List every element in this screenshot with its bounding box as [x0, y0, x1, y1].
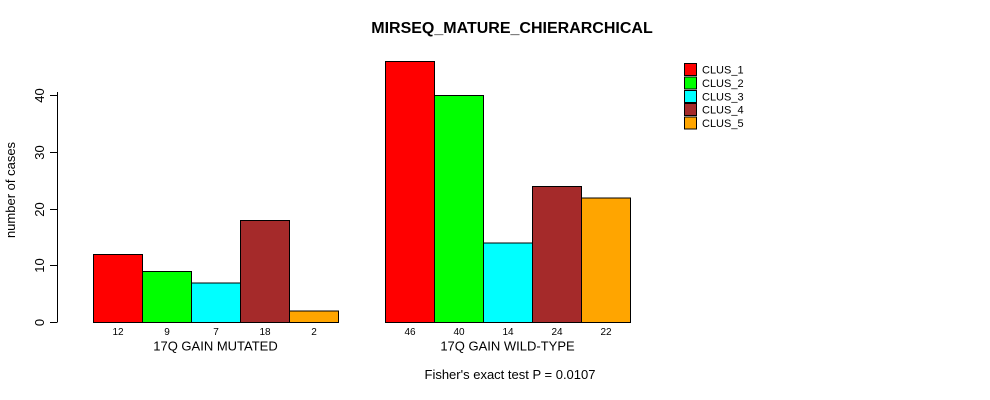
x-axis-group-label-mutated: 17Q GAIN MUTATED: [153, 339, 277, 354]
bar-clus_4: [240, 219, 290, 323]
y-axis-tick-label: 20: [32, 202, 47, 216]
legend-label: CLUS_4: [702, 105, 744, 117]
bar-clus_5: [581, 197, 631, 323]
bar-value-label: 7: [213, 327, 219, 338]
bar-value-label: 24: [551, 327, 563, 338]
fisher-test-annotation: Fisher's exact test P = 0.0107: [425, 367, 596, 382]
bar-clus_1: [385, 61, 435, 324]
y-axis-tick-label: 10: [32, 258, 47, 272]
bar-value-label: 18: [259, 327, 271, 338]
bar-value-label: 22: [600, 327, 612, 338]
y-axis-tick-label: 0: [32, 319, 47, 326]
bar-value-label: 14: [502, 327, 514, 338]
y-axis-tick-label: 40: [32, 88, 47, 102]
bar-clus_5: [289, 310, 339, 324]
bar-value-label: 12: [112, 327, 124, 338]
bar-clus_2: [142, 270, 192, 323]
bar-clus_4: [532, 185, 582, 323]
legend-swatch-clus_5: [684, 116, 697, 130]
legend-swatch-clus_3: [684, 89, 697, 103]
legend-swatch-clus_1: [684, 63, 697, 76]
bar-value-label: 9: [164, 327, 170, 338]
y-axis: 0 10 20 30 40: [32, 88, 58, 326]
bar-value-label: 46: [404, 327, 416, 338]
bar-value-label: 40: [453, 327, 465, 338]
bar-clus_3: [191, 282, 241, 323]
legend-swatch-clus_4: [684, 103, 697, 117]
y-axis-label: number of cases: [3, 141, 18, 238]
legend-swatch-clus_2: [684, 76, 697, 90]
bar-clus_3: [483, 242, 533, 323]
bar-clus_1: [93, 253, 143, 324]
bar-value-label: 2: [311, 327, 317, 338]
x-axis-group-label-wildtype: 17Q GAIN WILD-TYPE: [440, 339, 575, 354]
legend-label: CLUS_3: [702, 91, 744, 103]
legend-label: CLUS_2: [702, 78, 744, 90]
legend-label: CLUS_1: [702, 65, 744, 77]
chart-title: MIRSEQ_MATURE_CHIERARCHICAL: [371, 20, 653, 37]
bar-clus_2: [434, 95, 484, 323]
y-axis-tick-label: 30: [32, 145, 47, 159]
legend-label: CLUS_5: [702, 118, 744, 130]
